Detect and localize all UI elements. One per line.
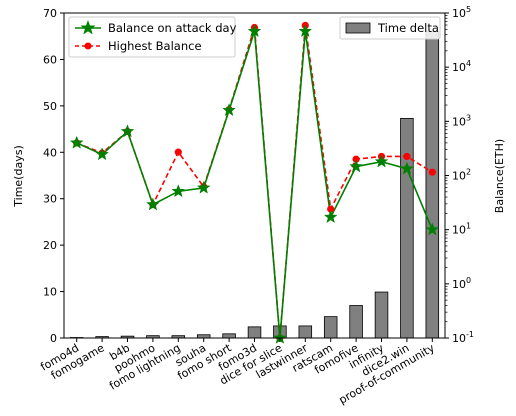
plot-area bbox=[64, 13, 445, 338]
bar bbox=[349, 305, 363, 339]
y-axis-label-left: Time(days) bbox=[12, 145, 25, 207]
legend-label-time-delta: Time delta bbox=[377, 21, 439, 35]
legend-left-box bbox=[68, 16, 236, 58]
legend-swatch-time-delta bbox=[345, 22, 371, 34]
data-point bbox=[298, 24, 313, 38]
y2-tick-label: 102 bbox=[452, 168, 471, 183]
bar bbox=[247, 326, 262, 339]
data-point bbox=[196, 180, 211, 194]
y-tick-label: 0 bbox=[50, 332, 57, 345]
bar bbox=[400, 117, 414, 339]
bar bbox=[323, 316, 338, 339]
y-tick-label: 30 bbox=[43, 193, 57, 206]
y-tick-label: 20 bbox=[43, 239, 57, 252]
y2-tick-label: 100 bbox=[452, 276, 471, 291]
data-point bbox=[327, 205, 335, 213]
legend-left: Balance on attack day Highest Balance bbox=[68, 16, 237, 58]
y-tick-label: 70 bbox=[43, 7, 57, 20]
left-axis: 0 10 20 30 40 50 60 70 bbox=[43, 7, 64, 345]
y2-tick-label: 104 bbox=[452, 59, 471, 74]
bar bbox=[374, 291, 389, 339]
data-point bbox=[171, 184, 186, 198]
data-point bbox=[323, 209, 338, 224]
data-point bbox=[374, 154, 389, 168]
series-line bbox=[76, 25, 433, 339]
legend-right-box bbox=[339, 16, 441, 40]
y2-tick-label: 103 bbox=[452, 113, 471, 128]
y-axis-label-right: Balance(ETH) bbox=[493, 139, 506, 213]
data-point bbox=[95, 147, 109, 161]
data-point bbox=[222, 103, 236, 117]
data-point bbox=[174, 148, 182, 156]
right-axis: 10-1 100 101 102 103 104 105 bbox=[445, 5, 474, 345]
data-point bbox=[247, 24, 262, 38]
y2-tick-label: 105 bbox=[452, 5, 471, 20]
y-tick-label: 60 bbox=[43, 53, 57, 66]
data-point bbox=[146, 197, 160, 211]
y2-tick-label: 101 bbox=[452, 222, 471, 237]
bar bbox=[222, 333, 236, 339]
data-point bbox=[428, 168, 436, 176]
legend-marker-star bbox=[80, 20, 96, 35]
legend-label-balance-attack: Balance on attack day bbox=[108, 21, 237, 35]
markers-group bbox=[69, 21, 440, 344]
y-tick-label: 10 bbox=[43, 286, 57, 299]
y2-tick-label: 10-1 bbox=[452, 330, 474, 345]
data-point bbox=[69, 135, 84, 149]
data-point bbox=[120, 124, 135, 138]
data-point bbox=[400, 161, 414, 175]
y-tick-label: 40 bbox=[43, 146, 57, 159]
bar bbox=[298, 325, 313, 339]
bar bbox=[425, 31, 440, 339]
y-tick-label: 50 bbox=[43, 100, 57, 113]
data-point bbox=[349, 159, 363, 173]
legend-marker-circle bbox=[84, 42, 92, 50]
data-point bbox=[352, 155, 360, 163]
legend-right: Time delta bbox=[339, 16, 441, 40]
data-point bbox=[425, 222, 440, 236]
legend-label-highest-balance: Highest Balance bbox=[108, 39, 202, 53]
data-point bbox=[403, 152, 411, 161]
